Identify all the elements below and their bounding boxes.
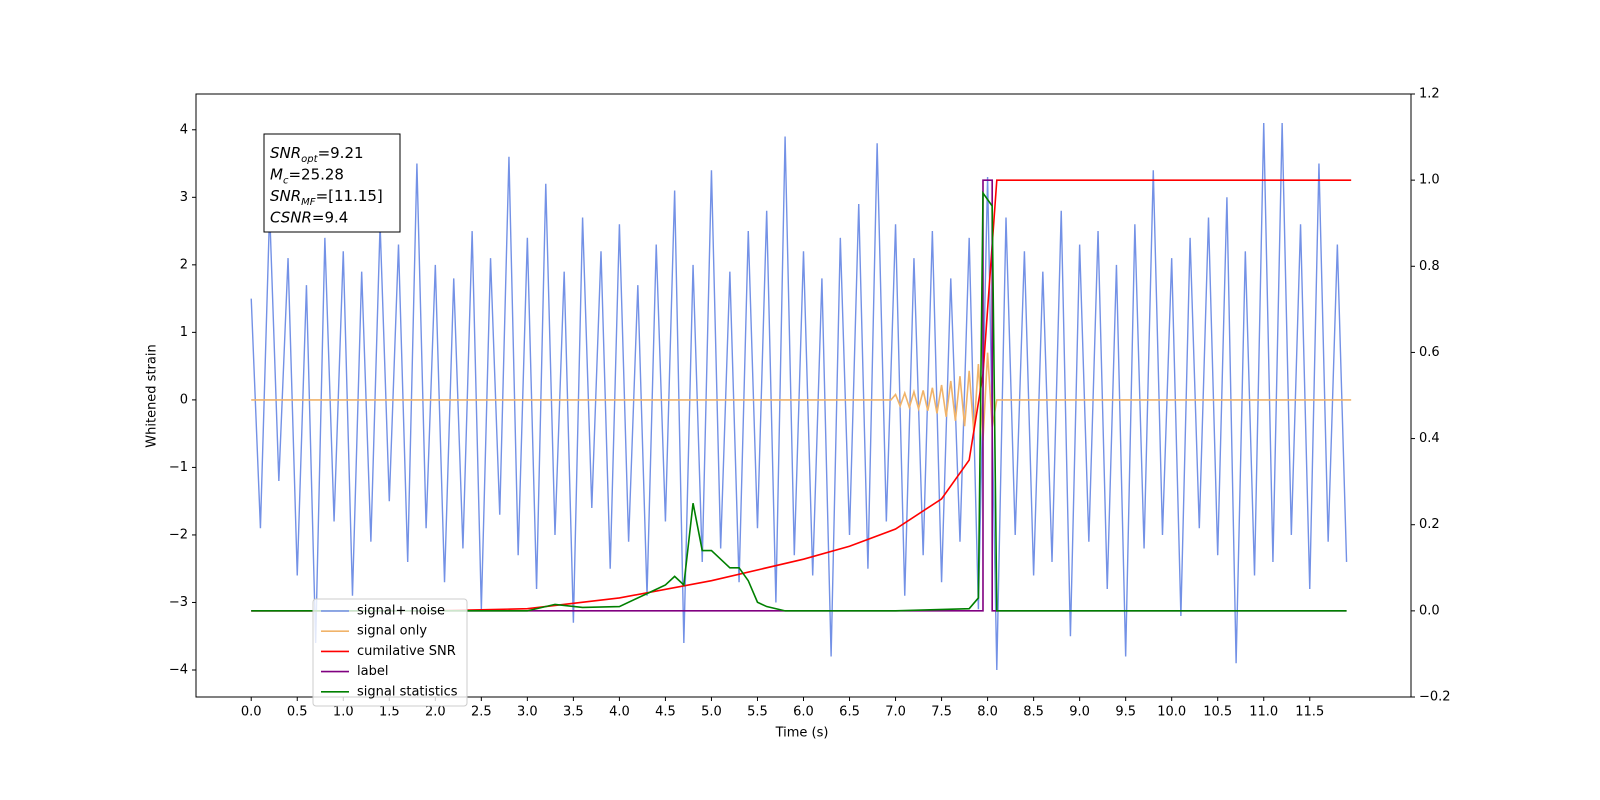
y2-tick-label: 0.2 [1419,517,1440,532]
x-tick-label: 2.5 [471,705,492,720]
y-axis-label: Whitened strain [145,344,160,447]
annotation-sub: MF [301,197,316,208]
annotation-name: M [270,165,283,183]
y2-tick-label: 1.2 [1419,87,1440,102]
y2-tick-label: −0.2 [1419,690,1451,705]
legend-label: signal+ noise [357,604,445,619]
x-tick-label: 10.5 [1203,705,1232,720]
x-tick-label: 0.0 [241,705,262,720]
x-tick-label: 7.0 [885,705,906,720]
y-tick-label: −4 [169,662,188,677]
annotation-line: SNRopt=9.21 [270,144,364,165]
legend-label: label [357,664,388,679]
x-tick-label: 11.5 [1295,705,1324,720]
y2-tick-label: 0.6 [1419,345,1440,360]
x-tick-label: 6.0 [793,705,814,720]
y-tick-label: 1 [180,325,188,340]
y-tick-label: −1 [169,460,188,475]
x-axis-label: Time (s) [775,726,829,741]
legend-label: signal only [357,624,427,639]
annotation-text: =9.4 [312,208,348,226]
legend-label: signal statistics [357,684,458,699]
annotation-text: =[11.15] [316,187,383,205]
legend: signal+ noise signal only cumilative SNR la… [312,598,468,707]
x-tick-label: 1.0 [333,705,354,720]
y-tick-label: 0 [180,392,188,407]
annotation-name: SNR [270,187,301,205]
x-tick-label: 8.5 [1023,705,1044,720]
x-tick-label: 10.0 [1157,705,1186,720]
y2-tick-label: 0.8 [1419,259,1440,274]
x-tick-label: 9.5 [1115,705,1136,720]
series-line [251,190,1347,612]
x-tick-label: 0.5 [287,705,308,720]
annotation-frame [263,133,401,233]
annotation-sub: c [283,175,289,186]
x-tick-label: 3.5 [563,705,584,720]
annotation-line: Mc=25.28 [270,165,344,186]
series-line [250,123,1348,671]
y-tick-label: −2 [169,527,188,542]
x-tick-label: 5.0 [701,705,722,720]
y-tick-label: 4 [180,122,188,137]
x-tick-label: 8.0 [977,705,998,720]
annotation-line: SNRMF=[11.15] [270,187,383,208]
annotation-line: CSNR=9.4 [270,208,348,226]
x-tick-label: 4.5 [655,705,676,720]
y-tick-label: −3 [169,595,188,610]
annotation-name: CSNR [270,208,312,226]
x-tick-label: 11.0 [1249,705,1278,720]
plot-frame [195,93,1412,698]
x-tick-label: 1.5 [379,705,400,720]
y2-tick-label: 0.0 [1419,603,1440,618]
x-tick-label: 2.0 [425,705,446,720]
x-tick-label: 4.0 [609,705,630,720]
annotation-name: SNR [270,144,301,162]
x-tick-label: 6.5 [839,705,860,720]
annotation-sub: opt [301,154,318,165]
legend-frame [312,598,468,707]
legend-label: cumilative SNR [357,644,456,659]
annotation-text: =25.28 [288,165,344,183]
y2-tick-label: 0.4 [1419,431,1440,446]
x-tick-label: 5.5 [747,705,768,720]
x-tick-label: 3.0 [517,705,538,720]
x-tick-label: 7.5 [931,705,952,720]
annotation-text: =9.21 [318,144,364,162]
y-tick-label: 2 [180,257,188,272]
y-tick-label: 3 [180,190,188,205]
x-tick-label: 9.0 [1069,705,1090,720]
y2-tick-label: 1.0 [1419,173,1440,188]
